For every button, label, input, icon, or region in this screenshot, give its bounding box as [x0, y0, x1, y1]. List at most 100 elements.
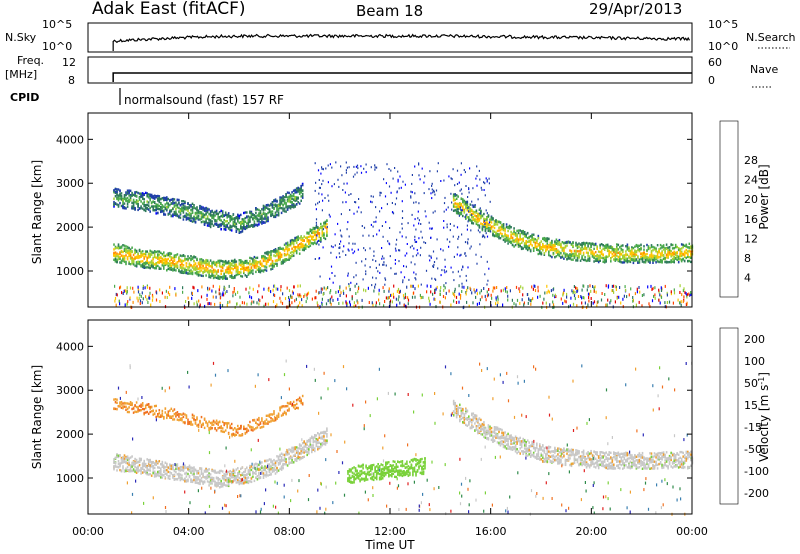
data-cell	[122, 206, 124, 210]
data-cell	[131, 201, 133, 205]
data-cell	[555, 248, 558, 251]
data-cell	[572, 244, 574, 248]
data-cell	[270, 250, 272, 253]
data-cell	[398, 295, 400, 299]
data-cell	[246, 259, 248, 263]
data-cell	[202, 264, 204, 267]
data-cell	[137, 290, 140, 294]
data-cell	[169, 255, 171, 258]
data-cell	[205, 206, 207, 210]
data-cell	[182, 215, 185, 218]
data-cell	[147, 256, 150, 259]
data-cell	[259, 260, 262, 263]
data-cell	[430, 192, 432, 195]
data-cell	[619, 286, 621, 289]
data-cell	[300, 238, 302, 242]
data-cell	[309, 229, 312, 233]
data-cell	[288, 205, 290, 208]
data-cell	[493, 220, 496, 223]
data-cell	[665, 253, 668, 257]
data-cell	[471, 214, 473, 217]
data-cell	[141, 202, 144, 205]
data-cell	[667, 251, 669, 254]
data-cell	[197, 271, 200, 274]
data-cell	[188, 204, 191, 207]
data-cell	[431, 197, 433, 200]
data-cell	[228, 284, 230, 288]
data-cell	[315, 224, 318, 227]
data-cell	[554, 247, 556, 251]
data-cell	[520, 285, 522, 289]
data-cell	[306, 296, 308, 300]
data-cell	[215, 265, 218, 268]
data-cell	[513, 233, 515, 236]
data-cell	[157, 203, 159, 206]
data-cell	[200, 216, 203, 219]
data-cell	[199, 262, 201, 265]
data-cell	[381, 257, 383, 260]
data-cell	[129, 286, 132, 290]
data-cell	[181, 468, 183, 472]
data-cell	[170, 467, 173, 471]
data-cell	[375, 301, 377, 305]
data-cell	[166, 465, 168, 468]
data-cell	[679, 253, 681, 256]
data-cell	[520, 246, 523, 249]
data-cell	[270, 251, 272, 254]
data-cell	[517, 245, 520, 248]
data-cell	[223, 218, 225, 222]
data-cell	[519, 229, 521, 232]
data-cell	[267, 260, 269, 263]
data-cell	[649, 259, 651, 262]
data-cell	[343, 245, 345, 248]
data-cell	[321, 234, 324, 237]
data-cell	[283, 196, 286, 199]
data-cell	[203, 209, 206, 212]
data-cell	[479, 298, 481, 302]
data-cell	[129, 467, 132, 470]
data-cell	[670, 261, 672, 264]
data-cell	[615, 288, 617, 291]
data-cell	[123, 247, 126, 250]
data-cell	[473, 288, 475, 292]
data-cell	[395, 243, 397, 246]
data-cell	[447, 206, 449, 209]
data-cell	[348, 284, 350, 288]
data-cell	[187, 258, 189, 261]
data-cell	[534, 284, 536, 288]
data-cell	[631, 252, 633, 256]
data-cell	[519, 233, 521, 236]
data-cell	[276, 254, 278, 257]
data-cell	[643, 293, 645, 297]
data-cell	[166, 468, 168, 472]
data-cell	[243, 261, 245, 264]
data-cell	[141, 192, 144, 195]
data-cell	[123, 255, 126, 258]
data-cell	[247, 225, 250, 229]
data-cell	[208, 273, 210, 276]
data-cell	[479, 243, 481, 246]
data-cell	[141, 195, 144, 198]
data-cell	[314, 189, 316, 192]
data-cell	[401, 235, 403, 238]
data-cell	[158, 261, 161, 264]
data-cell	[129, 464, 132, 467]
data-cell	[140, 255, 142, 258]
data-cell	[594, 285, 596, 289]
data-cell	[643, 261, 645, 264]
data-cell	[451, 178, 453, 181]
data-cell	[151, 293, 154, 297]
data-cell	[613, 254, 615, 257]
data-cell	[683, 287, 685, 291]
data-cell	[292, 189, 295, 192]
data-cell	[119, 468, 121, 472]
data-cell	[126, 290, 128, 294]
data-cell	[384, 300, 386, 303]
data-cell	[353, 276, 355, 279]
data-cell	[410, 190, 412, 193]
data-cell	[446, 223, 448, 226]
data-cell	[476, 302, 478, 306]
data-cell	[294, 197, 296, 201]
data-cell	[259, 221, 262, 224]
data-cell	[175, 204, 177, 207]
